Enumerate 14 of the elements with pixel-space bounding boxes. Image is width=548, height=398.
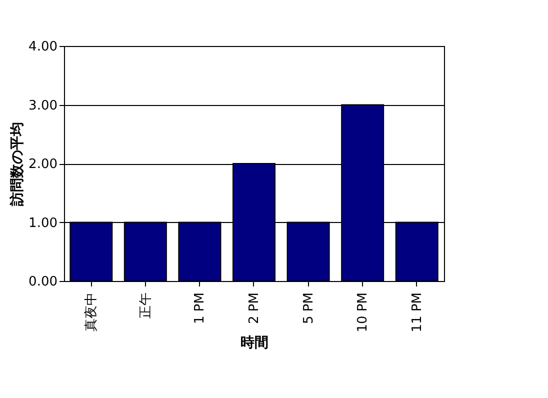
y-axis-title: 訪問数の平均 xyxy=(8,122,26,207)
x-tick-label: 10 PM xyxy=(356,292,371,332)
x-tick-label: 1 PM xyxy=(192,292,208,324)
x-tick-label: 正午 xyxy=(138,292,154,318)
x-tick-label: 5 PM xyxy=(301,292,316,324)
y-tick-label: 3.00 xyxy=(28,98,58,114)
x-tick-label: 真夜中 xyxy=(83,292,100,332)
x-tick-label: 2 PM xyxy=(247,292,262,324)
x-axis-title: 時間 xyxy=(240,335,268,352)
y-tick-label: 4.00 xyxy=(28,40,58,54)
y-tick-label: 1.00 xyxy=(28,216,58,231)
y-tick-label: 0.00 xyxy=(28,274,58,290)
y-tick-label: 2.00 xyxy=(28,157,58,172)
x-tick-label: 11 PM xyxy=(410,292,425,332)
